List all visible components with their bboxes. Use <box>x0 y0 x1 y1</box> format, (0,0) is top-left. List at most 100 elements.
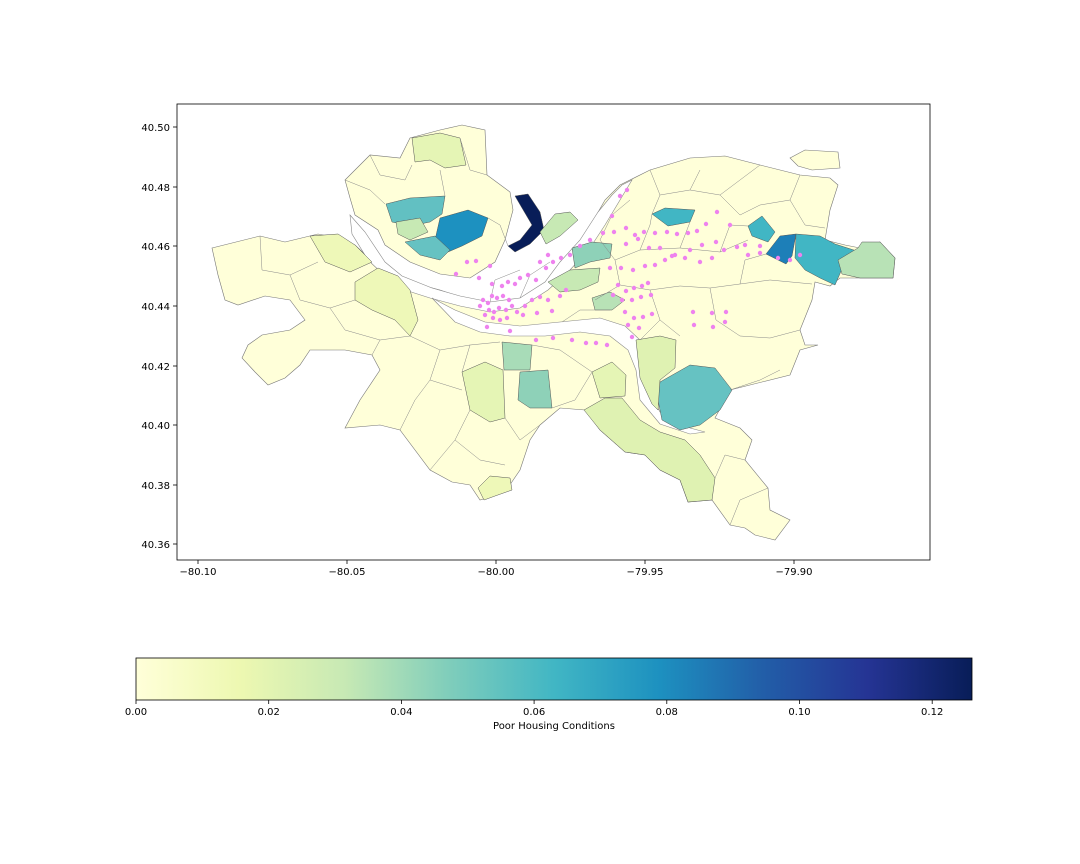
location-point <box>674 231 680 237</box>
colorbar: 0.00 0.02 0.04 0.06 0.08 0.10 0.12 Poor Housin… <box>125 657 973 732</box>
location-point <box>721 247 727 253</box>
x-axis: −80.10 −80.05 −80.00 −79.95 −79.90 <box>179 560 813 578</box>
tract-lightgreen-southeast <box>635 335 677 411</box>
location-point <box>484 324 490 330</box>
location-point <box>473 258 479 264</box>
location-point <box>563 287 569 293</box>
tract-green-nw <box>395 217 429 241</box>
tract-lightgreen-southwest <box>477 475 513 501</box>
location-point <box>787 257 793 263</box>
location-point <box>629 334 635 340</box>
location-point <box>690 309 696 315</box>
location-point <box>503 307 509 313</box>
location-point <box>494 295 500 301</box>
location-point <box>480 297 486 303</box>
location-point <box>714 209 720 215</box>
location-point <box>558 255 564 261</box>
location-point <box>685 230 691 236</box>
location-point <box>537 294 543 300</box>
ohio-allegheny-river <box>349 179 633 313</box>
location-point <box>709 310 715 316</box>
location-point <box>499 283 505 289</box>
location-point <box>742 242 748 248</box>
location-point <box>664 229 670 235</box>
location-point <box>509 303 515 309</box>
location-point <box>757 243 763 249</box>
location-point <box>500 293 506 299</box>
tract-teal-east-3 <box>794 233 861 286</box>
location-point <box>545 252 551 258</box>
location-point <box>569 337 575 343</box>
points-layer <box>453 187 803 348</box>
y-tick-label: 40.36 <box>141 540 170 551</box>
location-point <box>505 279 511 285</box>
location-point <box>687 247 693 253</box>
colorbar-tick-label: 0.06 <box>523 707 545 718</box>
tract-teal-nw-2 <box>404 235 451 261</box>
location-point <box>662 257 668 263</box>
location-point <box>609 213 615 219</box>
tract-teal-southeast <box>657 364 733 431</box>
y-tick-label: 40.50 <box>141 123 170 134</box>
location-point <box>775 255 781 261</box>
location-point <box>618 265 624 271</box>
location-point <box>489 281 495 287</box>
tract-teal-east-1 <box>651 207 696 227</box>
monongahela-river <box>431 297 706 435</box>
location-point <box>504 315 510 321</box>
location-point <box>635 236 641 242</box>
tract-darkest <box>507 193 545 253</box>
tract-green-central <box>547 267 601 293</box>
location-point <box>699 242 705 248</box>
y-axis: 40.50 40.48 40.46 40.44 40.42 40.40 40.3… <box>141 123 177 551</box>
tract-green-south-1 <box>501 341 533 371</box>
location-point <box>543 265 549 271</box>
location-point <box>757 250 763 256</box>
location-point <box>520 312 526 318</box>
location-point <box>615 282 621 288</box>
location-point <box>623 241 629 247</box>
location-point <box>512 281 518 287</box>
location-point <box>642 263 648 269</box>
y-tick-label: 40.38 <box>141 481 170 492</box>
location-point <box>640 314 646 320</box>
location-point <box>624 187 630 193</box>
location-point <box>593 340 599 346</box>
location-point <box>745 252 751 258</box>
location-point <box>496 305 502 311</box>
colorbar-tick-label: 0.04 <box>390 707 412 718</box>
location-point <box>587 237 593 243</box>
tract-lightgreen-north <box>411 132 467 169</box>
tract-lightgreen-south <box>583 397 716 503</box>
location-point <box>533 337 539 343</box>
location-point <box>648 292 654 298</box>
y-tick-label: 40.40 <box>141 421 170 432</box>
location-point <box>638 294 644 300</box>
tract-lightgreen-south-3 <box>591 361 627 399</box>
location-point <box>514 309 520 315</box>
location-point <box>652 262 658 268</box>
location-point <box>672 252 678 258</box>
location-point <box>623 288 629 294</box>
location-point <box>691 322 697 328</box>
y-tick-label: 40.46 <box>141 242 170 253</box>
tract-teal-central <box>571 241 613 269</box>
colorbar-tick-label: 0.00 <box>125 707 147 718</box>
x-tick-label: −80.10 <box>179 567 216 578</box>
location-point <box>797 252 803 258</box>
colorbar-tick-label: 0.10 <box>788 707 810 718</box>
x-tick-label: −80.00 <box>477 567 514 578</box>
location-point <box>629 297 635 303</box>
tract-blue-east <box>765 233 797 265</box>
location-point <box>607 265 613 271</box>
colorbar-tick-label: 0.02 <box>258 707 280 718</box>
tract-teal-east-2 <box>747 215 776 243</box>
location-point <box>489 293 495 299</box>
location-point <box>610 292 616 298</box>
tract-green-far-east <box>837 241 896 279</box>
location-point <box>697 259 703 265</box>
x-tick-label: −80.05 <box>328 567 365 578</box>
location-point <box>506 297 512 303</box>
colorbar-tick-label: 0.12 <box>921 707 943 718</box>
location-point <box>727 222 733 228</box>
